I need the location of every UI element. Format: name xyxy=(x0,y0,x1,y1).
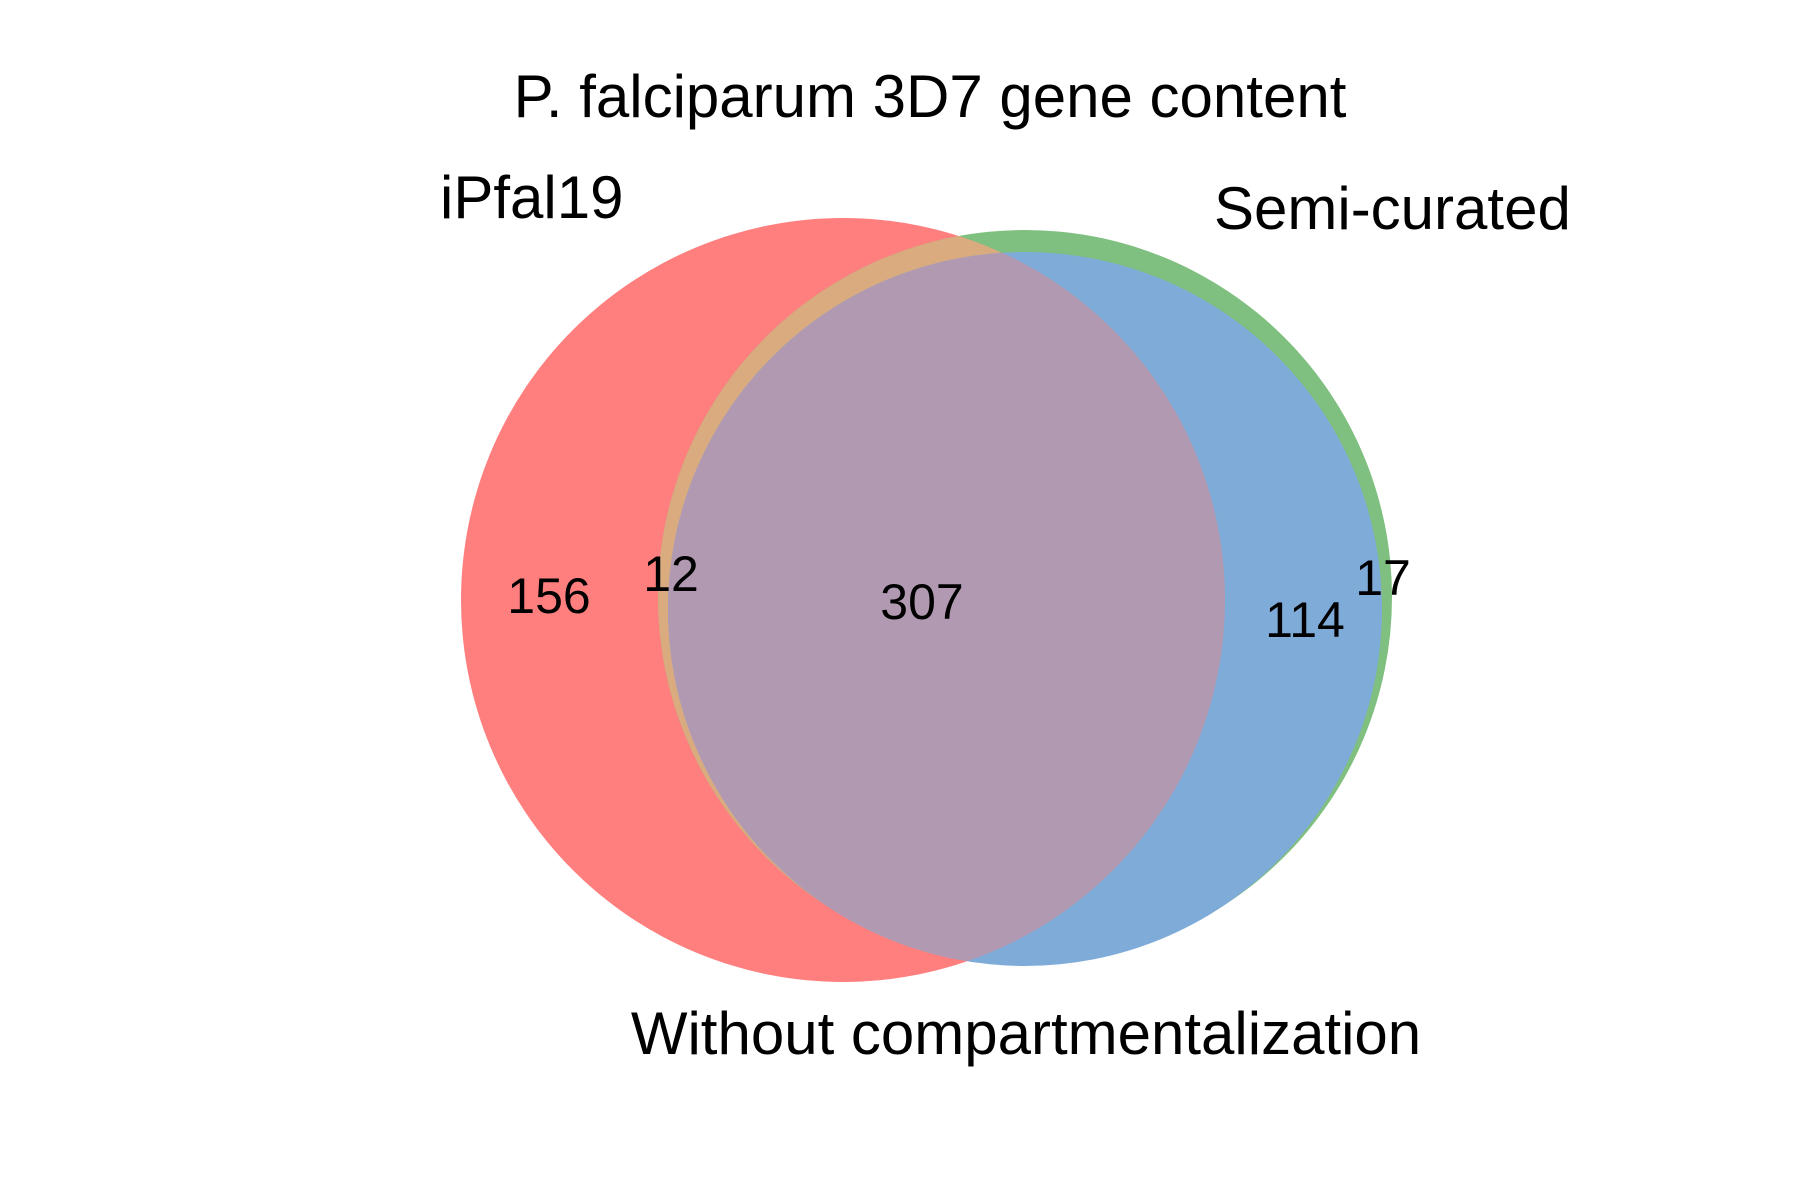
set-label-ipfal19: iPfal19 xyxy=(440,164,623,231)
set-label-without-compartmentalization: Without compartmentalization xyxy=(631,1000,1421,1067)
count-b-c-only: 114 xyxy=(1265,592,1345,648)
count-a-b-c: 307 xyxy=(880,574,963,630)
count-a-b-only: 12 xyxy=(643,546,699,602)
count-b-only: 17 xyxy=(1355,550,1411,606)
set-label-semi-curated: Semi-curated xyxy=(1214,175,1571,242)
diagram-title: P. falciparum 3D7 gene content xyxy=(514,63,1347,130)
count-a-only: 156 xyxy=(507,568,590,624)
